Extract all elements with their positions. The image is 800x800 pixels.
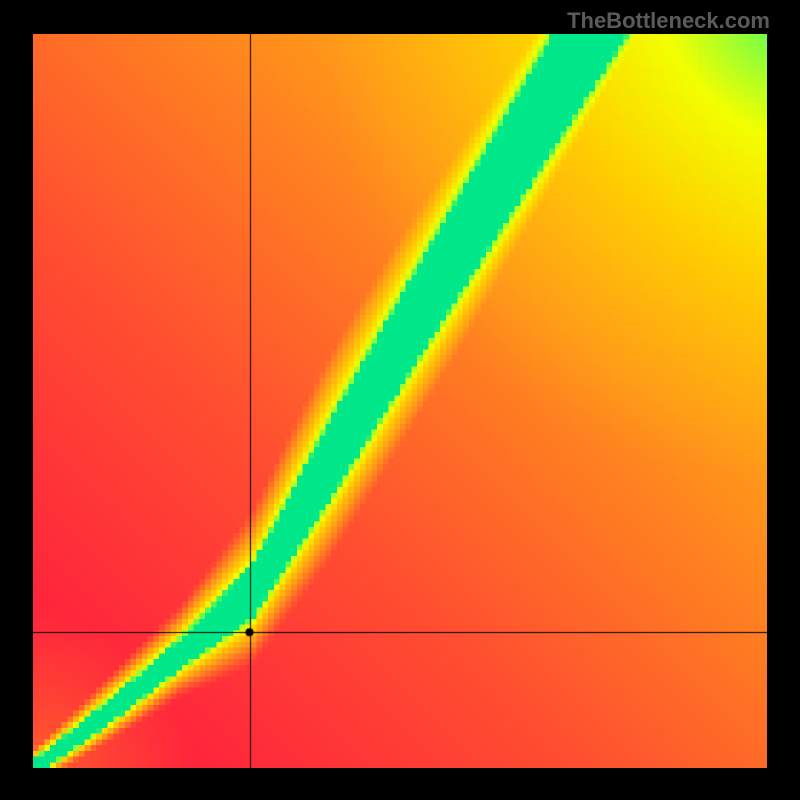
crosshair-overlay — [33, 34, 767, 768]
watermark-text: TheBottleneck.com — [567, 8, 770, 34]
